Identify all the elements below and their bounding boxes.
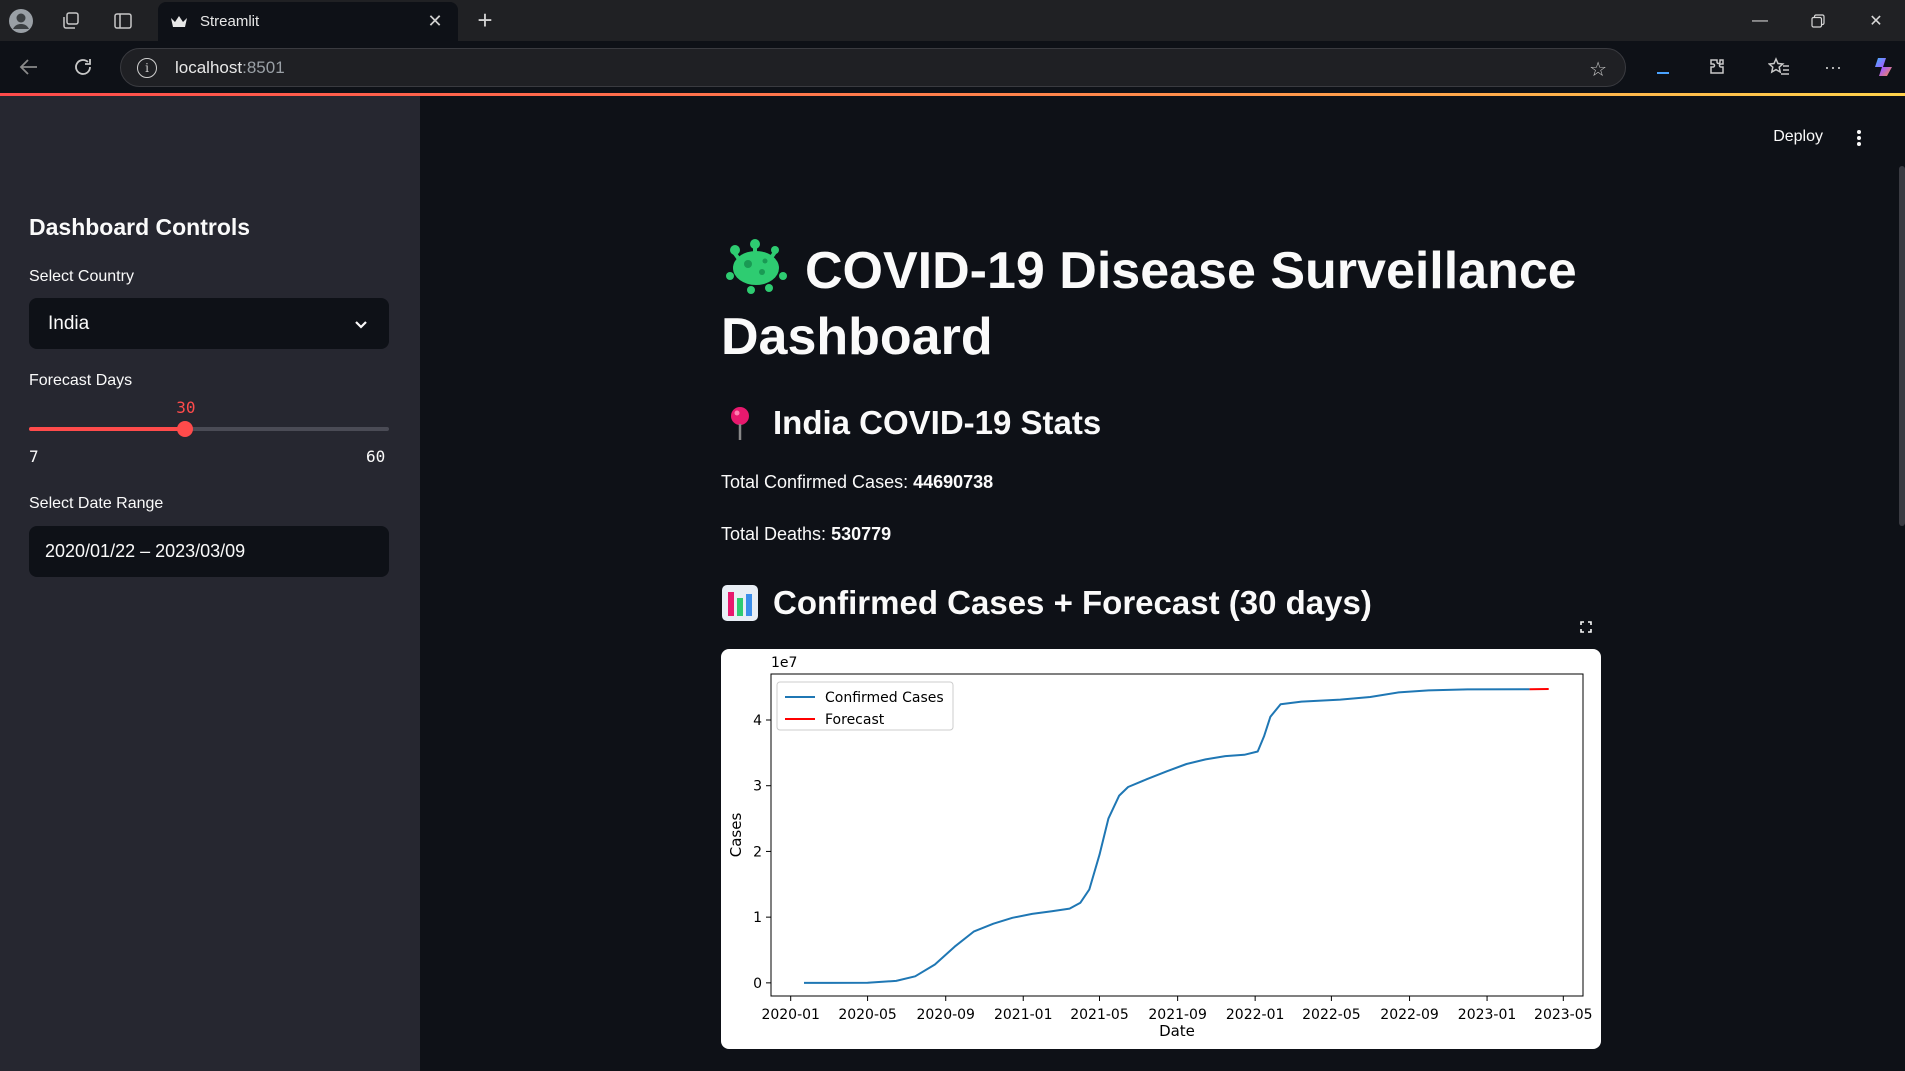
x-axis-label: Date	[1159, 1022, 1195, 1040]
favorites-icon[interactable]	[1762, 52, 1796, 82]
y-scale-label: 1e7	[771, 655, 797, 671]
deploy-button[interactable]: Deploy	[1773, 128, 1823, 145]
close-window-icon[interactable]: ✕	[1869, 12, 1883, 30]
url-input[interactable]: i localhost:8501 ☆	[120, 48, 1626, 87]
reload-icon[interactable]	[68, 52, 98, 82]
x-tick-label: 2021-01	[994, 1007, 1053, 1023]
extensions-icon[interactable]	[1700, 52, 1734, 82]
forecast-slider-max: 60	[366, 447, 386, 466]
chart-heading: Confirmed Cases + Forecast (30 days)	[721, 584, 1372, 622]
x-tick-label: 2022-01	[1226, 1007, 1285, 1023]
confirmed-cases-value: 44690738	[913, 472, 994, 492]
x-tick-label: 2020-01	[761, 1007, 820, 1023]
microbe-icon	[721, 236, 791, 294]
browser-tab-bar: Streamlit ✕ + — ✕	[0, 0, 1905, 41]
stats-heading: India COVID-19 Stats	[721, 404, 1101, 442]
url-host: localhost	[175, 57, 243, 77]
fullscreen-icon[interactable]	[1574, 615, 1598, 639]
y-tick-label: 0	[753, 976, 762, 992]
restore-icon[interactable]	[1789, 0, 1847, 41]
x-tick-label: 2020-05	[838, 1007, 897, 1023]
window-controls: — ✕	[1731, 0, 1905, 41]
x-tick-label: 2021-09	[1148, 1007, 1207, 1023]
forecast-slider-thumb[interactable]	[177, 421, 194, 437]
deaths-label: Total Deaths:	[721, 524, 827, 544]
y-tick-label: 4	[753, 713, 762, 729]
series-line	[804, 688, 1530, 984]
y-tick-label: 2	[753, 844, 762, 860]
main-menu-icon[interactable]	[1849, 127, 1869, 149]
date-range-input[interactable]: 2020/01/22 – 2023/03/09	[29, 526, 389, 577]
legend-label: Confirmed Cases	[825, 690, 944, 706]
y-tick-label: 3	[753, 779, 762, 795]
bar-chart-icon	[721, 584, 759, 622]
confirmed-cases-line: Total Confirmed Cases: 44690738	[721, 472, 993, 493]
forecast-slider-min: 7	[29, 447, 39, 466]
downloads-icon[interactable]	[1646, 52, 1680, 82]
x-tick-label: 2022-09	[1380, 1007, 1439, 1023]
forecast-slider-fill	[29, 427, 186, 431]
page-title-text: COVID-19 Disease Surveillance Dashboard	[721, 242, 1577, 366]
date-range-label: Select Date Range	[29, 495, 164, 512]
main-content: Deploy COVID-19 Disease Surveillance Das…	[420, 96, 1905, 1071]
chart-legend: Confirmed Cases Forecast	[776, 681, 954, 731]
x-tick-label: 2022-05	[1302, 1007, 1361, 1023]
new-tab-icon[interactable]: +	[477, 5, 493, 35]
workspaces-icon[interactable]	[56, 6, 86, 36]
chart-card: 1e7 Date Cases 2020-01 2020-05 2020-09 2021…	[721, 649, 1601, 1049]
more-options-icon[interactable]: ···	[1824, 56, 1842, 77]
line-chart: 1e7 Date Cases 2020-01 2020-05 2020-09 2021…	[727, 655, 1593, 1040]
copilot-icon[interactable]	[1868, 52, 1902, 82]
country-label: Select Country	[29, 268, 134, 285]
x-tick-label: 2023-01	[1458, 1007, 1517, 1023]
chevron-down-icon	[352, 315, 370, 333]
page-loading-bar	[0, 93, 1905, 96]
active-tab[interactable]: Streamlit ✕	[158, 2, 458, 41]
tab-title: Streamlit	[200, 13, 260, 30]
sidebar-heading: Dashboard Controls	[29, 214, 251, 240]
forecast-label: Forecast Days	[29, 372, 133, 389]
chart-heading-text: Confirmed Cases + Forecast (30 days)	[773, 584, 1372, 621]
date-range-value: 2020/01/22 – 2023/03/09	[45, 541, 246, 561]
x-tick-label: 2020-09	[916, 1007, 975, 1023]
confirmed-cases-label: Total Confirmed Cases:	[721, 472, 909, 492]
x-tick-label: 2021-05	[1070, 1007, 1129, 1023]
pushpin-icon	[721, 404, 759, 442]
country-select[interactable]: India	[29, 298, 389, 349]
deaths-line: Total Deaths: 530779	[721, 524, 891, 545]
url-port: :8501	[242, 57, 285, 77]
forecast-slider-value: 30	[176, 398, 196, 417]
scrollbar[interactable]	[1899, 166, 1905, 526]
site-info-icon[interactable]: i	[137, 57, 157, 78]
minimize-icon[interactable]: —	[1752, 11, 1768, 29]
country-select-value: India	[48, 312, 90, 334]
y-tick-label: 1	[753, 910, 762, 926]
favorite-star-icon[interactable]: ☆	[1589, 59, 1607, 81]
back-icon[interactable]	[14, 52, 44, 82]
x-tick-label: 2023-05	[1534, 1007, 1593, 1023]
sidebar: Dashboard Controls Select Country India …	[0, 96, 420, 1071]
tab-actions-icon[interactable]	[108, 6, 138, 36]
deaths-value: 530779	[831, 524, 892, 544]
legend-frame	[776, 681, 954, 731]
profile-icon[interactable]	[6, 6, 36, 36]
page-title: COVID-19 Disease Surveillance Dashboard	[721, 236, 1621, 370]
streamlit-favicon-icon	[170, 13, 188, 31]
y-axis-label: Cases	[727, 813, 745, 858]
stats-heading-text: India COVID-19 Stats	[773, 404, 1102, 441]
legend-label: Forecast	[825, 712, 885, 728]
forecast-slider-track[interactable]	[29, 421, 389, 437]
tab-close-icon[interactable]: ✕	[427, 11, 443, 31]
